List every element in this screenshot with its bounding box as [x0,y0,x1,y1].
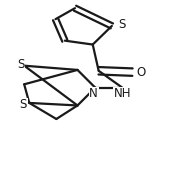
Text: S: S [119,18,126,31]
Text: S: S [17,58,24,71]
Text: S: S [20,98,27,111]
Text: O: O [136,66,146,79]
Text: N: N [89,87,98,100]
Text: NH: NH [114,87,131,100]
